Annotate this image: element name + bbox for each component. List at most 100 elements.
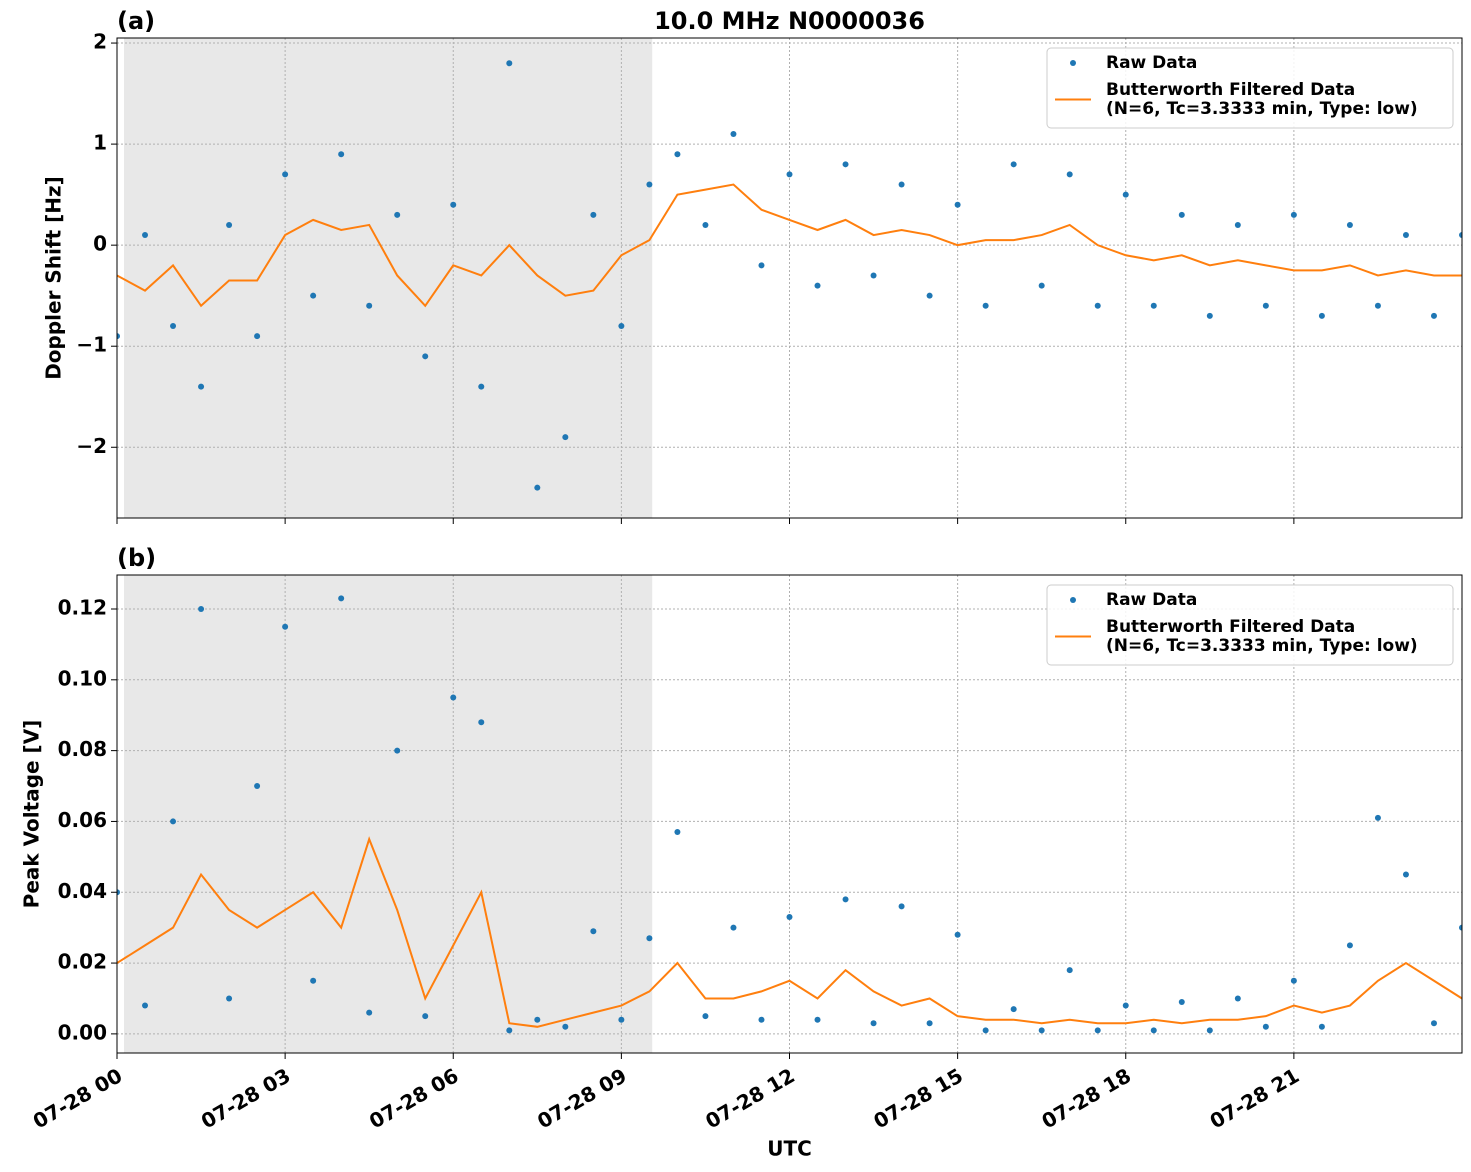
raw-point (1206, 1027, 1213, 1034)
raw-point (1038, 282, 1045, 289)
raw-point (870, 272, 877, 279)
raw-point (1234, 995, 1241, 1002)
legend-label: Raw Data (1106, 590, 1197, 610)
legend-label: Butterworth Filtered Data (N=6, Tc=3.3333… (1106, 617, 1418, 656)
raw-point (338, 151, 345, 158)
raw-point (758, 262, 765, 269)
raw-point (170, 323, 177, 329)
chart-title: 10.0 MHz N0000036 (654, 7, 925, 35)
raw-point (1374, 814, 1381, 821)
raw-point (982, 1027, 989, 1034)
legend-marker (1070, 597, 1076, 603)
raw-point (702, 1013, 709, 1020)
raw-point (1234, 221, 1241, 228)
raw-point (954, 201, 961, 208)
raw-point (1262, 302, 1269, 309)
raw-point (1290, 211, 1297, 218)
raw-point (282, 171, 289, 178)
raw-point (450, 201, 457, 208)
raw-point (142, 232, 149, 239)
raw-point (534, 484, 541, 491)
raw-point (1262, 1023, 1269, 1030)
legend-label: Raw Data (1106, 53, 1197, 73)
raw-point (898, 903, 905, 910)
raw-point (590, 211, 597, 218)
raw-point (1066, 967, 1073, 974)
y-tick-label: −1 (76, 333, 107, 357)
raw-point (1094, 1027, 1101, 1034)
y-tick-label: 0.08 (58, 737, 107, 761)
raw-point (954, 931, 961, 938)
legend-box (1046, 584, 1454, 666)
raw-point (982, 302, 989, 309)
plot-area (117, 60, 1462, 491)
x-tick-label: 07-28 12 (701, 1063, 799, 1133)
raw-point (506, 60, 513, 67)
raw-point (366, 302, 373, 309)
raw-point (394, 747, 401, 754)
legend: Raw Data Butterworth Filtered Data (N=6, T… (1046, 47, 1454, 129)
raw-point (366, 1009, 373, 1016)
raw-point (282, 623, 289, 630)
y-tick-label: 0.06 (58, 808, 107, 832)
axes-frame (116, 37, 1463, 519)
raw-point (1290, 977, 1297, 984)
legend-label: Butterworth Filtered Data (N=6, Tc=3.3333… (1106, 80, 1418, 119)
raw-point (1206, 312, 1213, 319)
raw-point (758, 1016, 765, 1023)
y-tick-label: 0.10 (58, 666, 107, 690)
legend-box (1046, 47, 1454, 129)
shaded-region (124, 575, 653, 1053)
y-axis-label: Doppler Shift [Hz] (42, 176, 66, 380)
y-tick-label: 1 (93, 131, 107, 155)
raw-point (117, 889, 120, 896)
raw-point (1346, 221, 1353, 228)
raw-point (590, 928, 597, 935)
raw-point (170, 818, 177, 825)
raw-point (422, 1013, 429, 1020)
raw-point (1010, 161, 1017, 168)
raw-point (730, 131, 737, 137)
raw-point (226, 221, 233, 228)
y-tick-label: 2 (93, 30, 107, 54)
raw-point (842, 161, 849, 168)
panel-label: (b) (117, 544, 156, 572)
raw-point (562, 1023, 569, 1030)
y-tick-label: 0.02 (58, 950, 107, 974)
raw-point (1346, 942, 1353, 949)
raw-point (1430, 312, 1437, 319)
raw-point (1318, 1023, 1325, 1030)
x-tick-label: 07-28 18 (1037, 1063, 1135, 1133)
x-tick-label: 07-28 00 (29, 1063, 127, 1133)
raw-point (814, 282, 821, 289)
plot-area (117, 595, 1462, 1034)
raw-point (702, 221, 709, 228)
raw-point (926, 1020, 933, 1027)
shaded-region (124, 38, 653, 518)
raw-point (1150, 302, 1157, 309)
filtered-line (117, 183, 1462, 308)
raw-point (338, 595, 345, 602)
raw-point (562, 434, 569, 441)
raw-point (394, 211, 401, 218)
panel-label: (a) (117, 7, 155, 35)
raw-point (926, 292, 933, 299)
raw-point (506, 1027, 513, 1034)
raw-point (1374, 302, 1381, 309)
raw-point (618, 1016, 625, 1023)
raw-point (1402, 232, 1409, 239)
x-axis-label: UTC (767, 1137, 812, 1161)
raw-point (1459, 924, 1462, 931)
raw-point (198, 605, 205, 612)
raw-point (786, 171, 793, 178)
raw-point (226, 995, 233, 1002)
raw-point (842, 896, 849, 903)
raw-point (254, 783, 261, 790)
y-tick-label: 0.00 (58, 1020, 107, 1044)
raw-point (1122, 1002, 1129, 1009)
raw-point (478, 719, 485, 726)
x-tick-label: 07-28 21 (1206, 1063, 1304, 1133)
raw-point (898, 181, 905, 188)
y-tick-label: −2 (76, 434, 107, 458)
raw-point (1066, 171, 1073, 178)
